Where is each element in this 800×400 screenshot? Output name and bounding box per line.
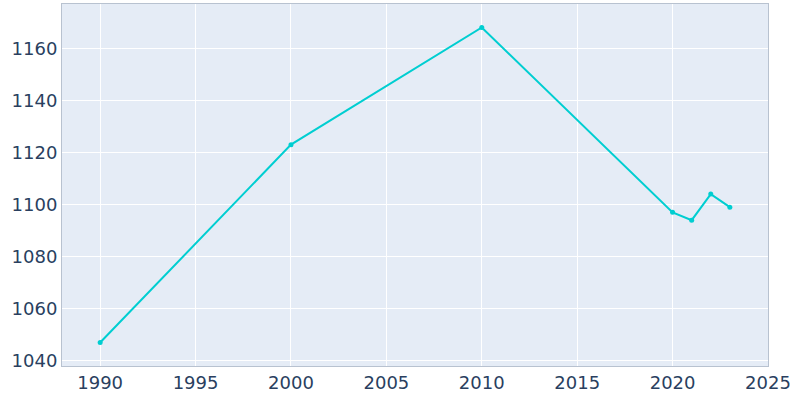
svg-text:2020: 2020 [650,372,696,393]
svg-text:1990: 1990 [77,372,123,393]
svg-text:2005: 2005 [363,372,409,393]
svg-text:2015: 2015 [554,372,600,393]
svg-text:1060: 1060 [12,298,58,319]
svg-text:1160: 1160 [12,38,58,59]
svg-text:1120: 1120 [12,142,58,163]
svg-text:1995: 1995 [173,372,219,393]
svg-text:2010: 2010 [459,372,505,393]
svg-text:2000: 2000 [268,372,314,393]
svg-text:1140: 1140 [12,90,58,111]
svg-text:1040: 1040 [12,350,58,371]
svg-text:1100: 1100 [12,194,58,215]
svg-text:1080: 1080 [12,246,58,267]
svg-text:2025: 2025 [745,372,791,393]
